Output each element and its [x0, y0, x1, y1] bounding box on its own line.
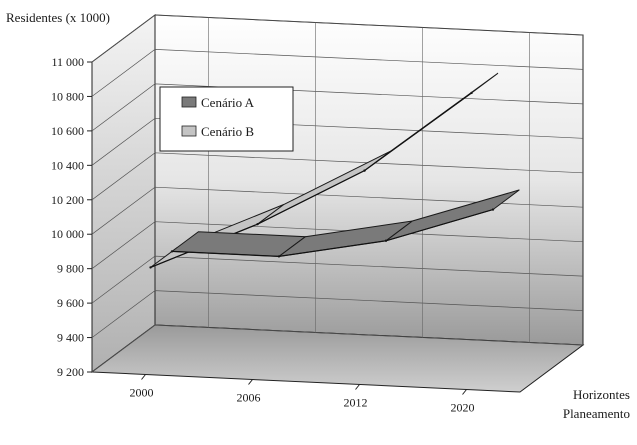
y-tick-label: 9 800 — [57, 262, 84, 276]
x-axis-title-line-1: Horizontes — [573, 387, 630, 402]
back-wall — [154, 14, 584, 346]
gridline — [91, 290, 584, 338]
gridline — [91, 83, 584, 132]
gridline — [91, 186, 584, 235]
legend-swatch-cenario-b — [181, 125, 197, 137]
x-tick — [248, 379, 253, 385]
y-tick-label: 10 200 — [51, 193, 84, 207]
x-tick — [141, 374, 146, 380]
gridline — [91, 49, 584, 97]
legend-label-cenario-a: Cenário A — [201, 95, 255, 110]
legend: Cenário A Cenário B — [159, 86, 294, 152]
series-line — [171, 209, 494, 258]
x-tick-label: 2020 — [451, 401, 475, 415]
y-tick-label: 10 000 — [51, 227, 84, 241]
gridline — [91, 117, 584, 166]
gridline — [91, 152, 584, 201]
y-tick-label: 9 200 — [57, 365, 84, 379]
y-axis-title: Residentes (x 1000) — [6, 10, 110, 25]
legend-swatch-cenario-a — [181, 96, 197, 108]
gridline — [91, 221, 584, 269]
y-tick-label: 9 600 — [57, 296, 84, 310]
y-tick-label: 10 400 — [51, 158, 84, 172]
series-cen-rio-a — [170, 189, 520, 258]
legend-label-cenario-b: Cenário B — [201, 124, 254, 139]
x-axis-title-line-2: Planeamento — [563, 406, 630, 421]
gridline — [91, 14, 584, 63]
x-tick-label: 2000 — [130, 386, 154, 400]
gridline — [91, 255, 584, 304]
gridline — [91, 324, 584, 373]
x-tick-label: 2012 — [344, 396, 368, 410]
y-tick-label: 10 600 — [51, 124, 84, 138]
x-tick — [355, 384, 360, 390]
y-tick-label: 9 400 — [57, 331, 84, 345]
x-tick-label: 2006 — [237, 391, 261, 405]
x-tick — [462, 389, 467, 395]
y-tick-label: 11 000 — [51, 55, 84, 69]
y-tick-label: 10 800 — [51, 89, 84, 103]
side-wall — [91, 14, 156, 373]
